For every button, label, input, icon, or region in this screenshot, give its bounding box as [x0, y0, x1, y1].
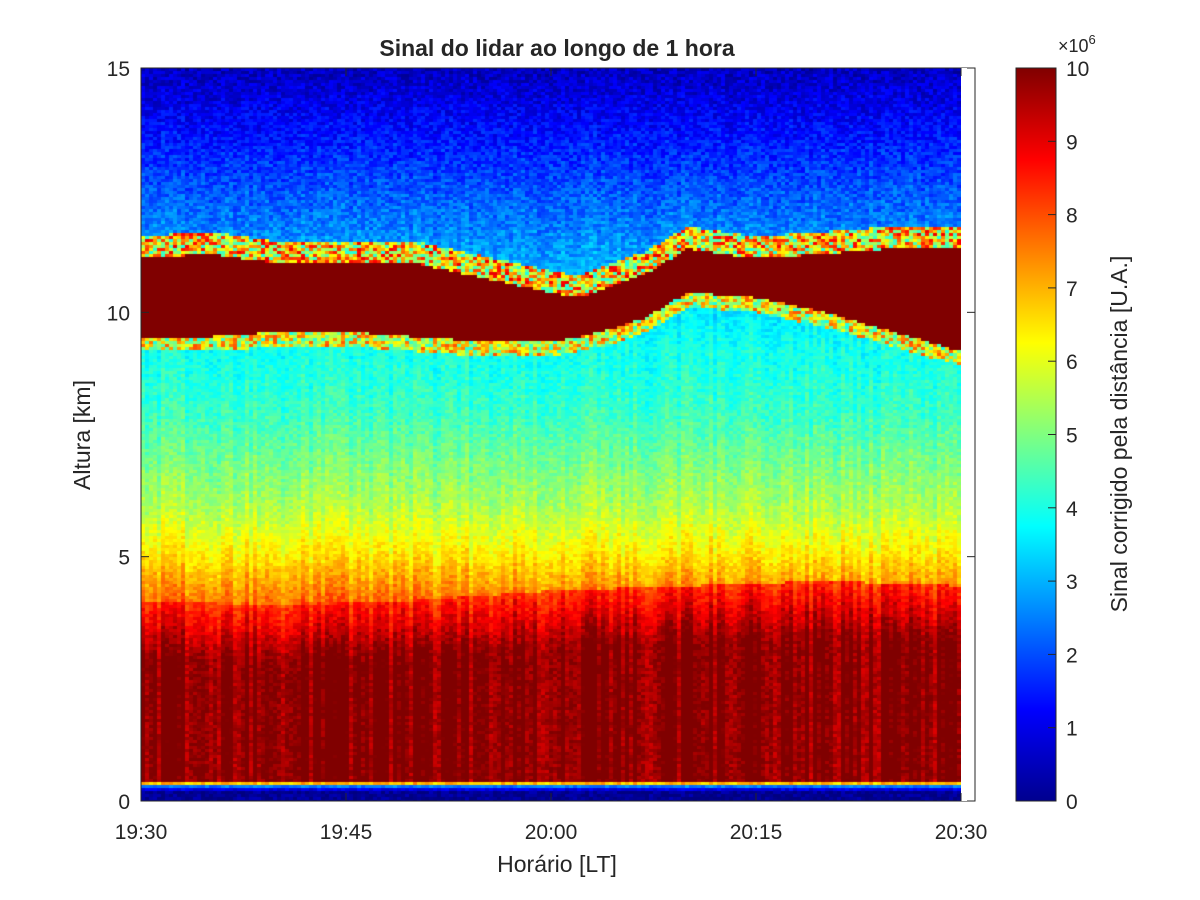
colorbar-tick-label: 8 [1066, 205, 1078, 228]
x-tick-label: 20:15 [730, 821, 783, 844]
colorbar-tick-label: 10 [1066, 58, 1089, 81]
y-tick-label: 10 [107, 302, 130, 325]
x-tick-label: 19:45 [320, 821, 373, 844]
plot-right-margin [961, 68, 974, 801]
colorbar-ticks: 0 1 2 3 4 5 6 7 8 9 10 [1048, 58, 1089, 814]
x-tick-label: 20:00 [525, 821, 578, 844]
x-tick-label: 20:30 [935, 821, 988, 844]
colorbar-multiplier-exponent: 6 [1089, 32, 1096, 47]
colorbar-tick-label: 7 [1066, 278, 1078, 301]
colorbar-multiplier: ×106 [1058, 32, 1096, 56]
x-tick-label: 19:30 [115, 821, 168, 844]
y-axis-label: Altura [km] [69, 380, 95, 490]
colorbar-tick-label: 9 [1066, 131, 1078, 154]
lidar-heatmap [141, 68, 961, 801]
y-tick-label: 15 [107, 58, 130, 81]
y-axis: 0 5 10 15 [107, 58, 975, 814]
colorbar-tick-label: 2 [1066, 644, 1078, 667]
heatmap-image [141, 68, 961, 801]
x-axis: 19:30 19:45 20:00 20:15 20:30 [115, 68, 988, 844]
colorbar-tick-label: 4 [1066, 498, 1078, 521]
colorbar-tick-label: 0 [1066, 791, 1078, 814]
y-tick-label: 0 [118, 791, 130, 814]
colorbar-tick-label: 1 [1066, 718, 1078, 741]
colorbar-tick-label: 5 [1066, 425, 1078, 448]
colorbar-multiplier-base: ×10 [1058, 36, 1089, 56]
colorbar-label: Sinal corrigido pela distância [U.A.] [1106, 256, 1132, 613]
y-tick-label: 5 [118, 547, 130, 570]
colorbar-tick-label: 3 [1066, 571, 1078, 594]
x-axis-label: Horário [LT] [497, 851, 617, 877]
chart-title: Sinal do lidar ao longo de 1 hora [379, 35, 734, 61]
colorbar-tick-label: 6 [1066, 351, 1078, 374]
